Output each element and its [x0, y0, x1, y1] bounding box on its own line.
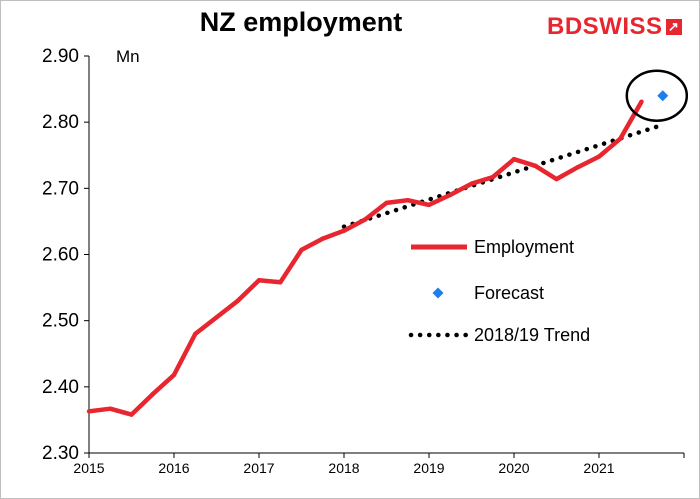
x-tick-label: 2016 [158, 460, 189, 476]
x-tick-label: 2021 [583, 460, 614, 476]
employment-point [533, 163, 538, 169]
y-tick-label: 2.90 [42, 46, 79, 67]
employment-point [511, 157, 517, 162]
employment-point [490, 174, 495, 180]
employment-point [554, 176, 559, 182]
employment-point [108, 406, 113, 411]
employment-point [426, 202, 432, 208]
employment-point [278, 280, 283, 285]
x-tick-label: 2020 [498, 460, 529, 476]
x-tick-label: 2017 [243, 460, 274, 476]
y-tick-label: 2.80 [42, 112, 79, 133]
y-tick-label: 2.30 [42, 443, 79, 464]
employment-point [299, 247, 304, 253]
employment-point [448, 192, 453, 198]
employment-point [405, 198, 410, 203]
brand-logo: BD SWISS ↗ [547, 13, 682, 41]
employment-point [320, 236, 325, 241]
y-ticks: 2.30 2.40 2.50 2.60 2.70 2.80 2.90 [42, 46, 89, 464]
employment-point [256, 278, 262, 283]
y-tick-label: 2.70 [42, 178, 79, 199]
employment-point [86, 409, 92, 414]
x-ticks: 2015 2016 2017 2018 2019 2020 2021 [73, 453, 685, 476]
x-tick-label: 2015 [73, 460, 104, 476]
legend-forecast-swatch [432, 287, 444, 299]
y-tick-label: 2.60 [42, 245, 79, 266]
brand-logo-part1: BD [547, 13, 583, 40]
employment-point [639, 99, 644, 104]
trend-line [341, 122, 665, 229]
employment-point [171, 372, 177, 378]
employment-point [193, 331, 198, 337]
employment-point [235, 298, 240, 304]
legend: Employment Forecast 2018/19 Trend [408, 237, 590, 345]
x-tick-label: 2019 [413, 460, 444, 476]
employment-point [575, 164, 580, 170]
brand-arrow-icon: ↗ [665, 19, 682, 35]
legend-employment-label: Employment [474, 237, 574, 257]
brand-logo-part2: SWISS [582, 13, 663, 40]
legend-trend-label: 2018/19 Trend [474, 325, 590, 345]
employment-point [129, 412, 134, 417]
legend-forecast-label: Forecast [474, 283, 544, 303]
axes [88, 56, 684, 454]
chart-title: NZ employment [199, 7, 403, 37]
employment-point [618, 136, 623, 141]
plot-area [86, 69, 689, 417]
employment-point [469, 181, 474, 186]
x-tick-label: 2018 [328, 460, 359, 476]
forecast-highlight-circle [625, 69, 689, 122]
employment-point [214, 315, 219, 320]
employment-point [384, 200, 389, 206]
employment-point [150, 391, 155, 397]
y-tick-label: 2.50 [42, 311, 79, 332]
employment-point [596, 154, 602, 159]
forecast-marker [657, 90, 669, 102]
y-axis-unit-label: Mn [116, 47, 140, 66]
employment-point [341, 228, 347, 233]
y-tick-label: 2.40 [42, 377, 79, 398]
employment-line [88, 100, 644, 417]
employment-point [363, 217, 368, 222]
